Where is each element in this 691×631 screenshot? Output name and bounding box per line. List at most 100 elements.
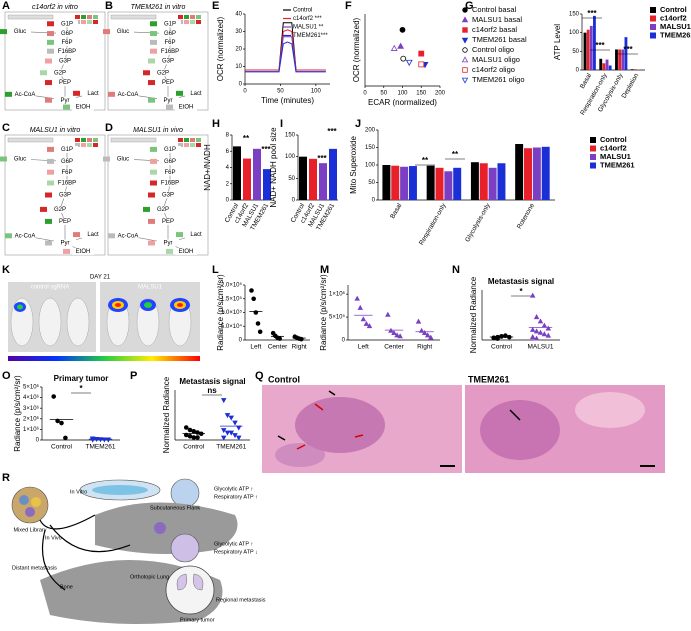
- y-tick-label: 50: [368, 180, 375, 186]
- node-heat: [143, 207, 150, 212]
- node-label: G3P: [162, 193, 174, 199]
- node-label: Gluc: [117, 29, 129, 35]
- y-tick-label: 8: [226, 133, 230, 139]
- node-heat: [150, 170, 157, 175]
- bar: [615, 49, 618, 70]
- node-label: F6P: [61, 170, 72, 176]
- heatmap-cell: [196, 20, 201, 24]
- point: [355, 296, 359, 300]
- point: [538, 331, 542, 335]
- node-heat: [63, 249, 70, 254]
- point: [542, 323, 546, 327]
- annotation: *: [79, 384, 83, 393]
- heatmap-cell: [75, 15, 80, 19]
- node-label: G2P: [54, 70, 66, 76]
- bar: [497, 163, 505, 200]
- point: [535, 329, 539, 333]
- bar: [299, 157, 307, 200]
- x-tick-label: 0: [243, 89, 247, 95]
- point: [184, 426, 188, 430]
- point: [531, 328, 535, 332]
- y-tick-label: 5×10⁵: [329, 314, 346, 321]
- node-heat: [148, 219, 155, 224]
- y-tick-label: 5×10⁶: [23, 384, 40, 391]
- point: [252, 297, 256, 301]
- x-tick-label: TMEM261: [86, 444, 116, 451]
- bar: [409, 166, 417, 200]
- x-tick-label: 150: [416, 91, 427, 97]
- node-heat: [148, 193, 155, 198]
- point: [233, 433, 237, 437]
- node-heat: [103, 157, 110, 162]
- heatmap-cell: [87, 20, 92, 24]
- legend-label: c14orf2 oligo: [472, 65, 515, 74]
- node-heat: [148, 98, 155, 103]
- point: [256, 322, 260, 326]
- legend-marker: [462, 78, 467, 83]
- node-label: Gluc: [14, 157, 26, 163]
- y-tick-label: 6: [226, 149, 230, 155]
- node-label: G6P: [61, 31, 73, 37]
- node-label: G3P: [162, 59, 174, 65]
- panel-label: K: [2, 264, 10, 276]
- point: [222, 436, 226, 440]
- x-tick-label: Control: [183, 444, 205, 451]
- node-label: PEP: [162, 80, 174, 86]
- legend-swatch: [590, 137, 596, 143]
- x-tick-label: Rotenone: [516, 202, 536, 230]
- y-axis-label: Normalized Radiance: [162, 376, 171, 453]
- model-label: Respiratory ATP ↑: [214, 494, 258, 500]
- node-label: G3P: [59, 59, 71, 65]
- legend-label: c14orf2 ***: [293, 16, 322, 22]
- x-tick-label: 100: [397, 91, 408, 97]
- heatmap-cell: [196, 15, 201, 19]
- panel-label: G: [465, 0, 474, 12]
- model-label: Distant metastasis: [12, 565, 57, 571]
- y-axis-label: ATP Level: [553, 24, 562, 60]
- point: [222, 428, 226, 432]
- node-label: Lact: [190, 91, 202, 97]
- histology-label: Control: [268, 374, 300, 384]
- bar: [382, 165, 390, 200]
- bar: [329, 149, 337, 200]
- legend-marker: [462, 57, 467, 62]
- y-tick-label: 200: [365, 128, 376, 134]
- x-tick-label: TMEM261: [216, 444, 246, 451]
- histology-panel: [262, 385, 665, 473]
- node-label: G2P: [54, 207, 66, 213]
- node-heat: [0, 157, 7, 162]
- node-heat: [103, 29, 110, 34]
- heatmap-cell: [75, 138, 80, 142]
- point: [102, 438, 106, 442]
- bar: [542, 147, 550, 200]
- heatmap-cell: [184, 138, 189, 142]
- x-tick-label: Basal: [579, 72, 593, 90]
- node-label: G2P: [157, 70, 169, 76]
- node-heat: [45, 80, 52, 85]
- heatmap-cell: [184, 15, 189, 19]
- node-heat: [47, 21, 54, 26]
- pathway-header: [111, 138, 156, 142]
- node-heat: [0, 29, 7, 34]
- heatmap-cell: [196, 143, 201, 147]
- bar: [587, 30, 590, 70]
- point: [225, 431, 229, 435]
- bar: [606, 60, 609, 70]
- node-heat: [47, 181, 54, 186]
- point: [222, 398, 226, 402]
- node-label: EtOH: [179, 105, 194, 111]
- bar: [533, 148, 541, 201]
- node-label: PEP: [59, 219, 71, 225]
- node-heat: [143, 70, 150, 75]
- point: [64, 436, 68, 440]
- node-heat: [45, 193, 52, 198]
- node-label: PEP: [59, 80, 71, 86]
- heatmap-cell: [87, 15, 92, 19]
- heatmap-cell: [184, 20, 189, 24]
- point: [237, 436, 241, 440]
- bar: [471, 162, 479, 200]
- y-axis-label: Radiance (p/s/cm²/sr): [216, 274, 225, 351]
- node-heat: [47, 159, 54, 164]
- legend-label: c14orf2 basal: [472, 25, 517, 34]
